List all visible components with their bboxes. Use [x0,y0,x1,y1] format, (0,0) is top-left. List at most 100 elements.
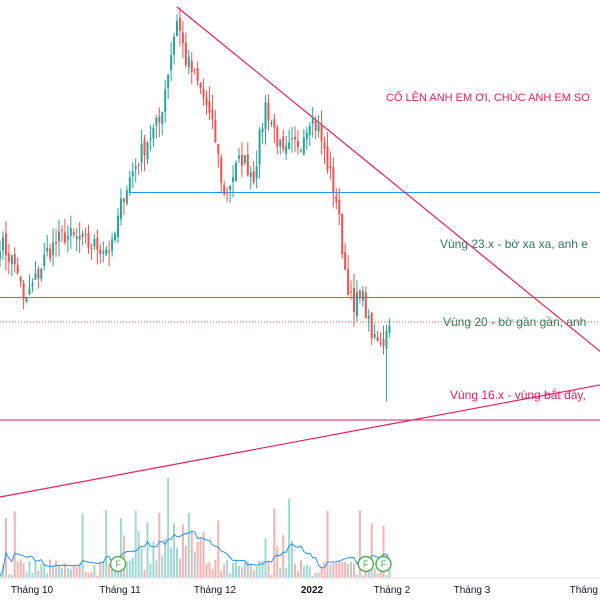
volume-bar [102,560,105,578]
volume-bar [134,510,137,578]
volume-bar [131,558,134,578]
candle-body [72,232,75,235]
event-marker-icon[interactable] [375,555,392,573]
volume-bar [317,572,320,578]
candle-body [140,143,143,163]
volume-bar [335,562,338,578]
candle-body [170,55,173,71]
volume-bar [75,566,78,578]
volume-bar [66,568,69,578]
volume-bar [353,564,355,578]
volume-bar [329,564,332,578]
candle-body [341,213,344,255]
candle-body [350,291,353,293]
candle-body [202,88,205,98]
volume-bar [267,562,270,578]
candle-body [60,229,63,231]
volume-bar [302,566,305,578]
volume-pane [0,478,391,578]
candle-body [193,69,196,71]
volume-bar [217,520,220,578]
volume-bar [158,512,161,578]
volume-bar [16,561,19,578]
candle-body [102,251,105,254]
candle-body [364,292,367,319]
candle-body [382,339,385,346]
event-marker-icon[interactable] [357,555,374,573]
volume-bar [10,574,13,578]
volume-bar [140,548,143,578]
event-marker-icon[interactable] [109,555,127,573]
candle-body [223,184,226,195]
candle-body [338,199,341,215]
candle-body [226,191,229,193]
volume-bar [358,510,361,578]
volume-bar [208,561,211,578]
volume-bar [96,575,99,578]
candle-body [31,283,34,287]
candle-body [108,250,111,253]
candle-body [114,233,117,241]
candles [0,7,391,402]
candle-body [285,145,288,154]
x-tick-label: 2022 [301,585,324,596]
volume-bar [249,564,252,578]
candle-body [240,155,243,166]
volume-bar [347,564,350,578]
candle-body [267,102,270,121]
candle-body [87,232,90,248]
candle-body [13,254,16,265]
candle-body [52,242,55,256]
candle-body [173,36,176,55]
volume-bar [311,575,314,578]
candle-body [187,56,190,68]
volume-bar [350,561,353,578]
candle-body [81,233,84,237]
volume-bar [25,572,28,578]
candle-body [22,283,25,300]
volume-bar [355,574,358,578]
volume-bar [379,568,382,578]
downtrend-trendline[interactable] [176,6,600,382]
volume-bar [143,569,146,578]
volume-bar [22,563,25,578]
volume-bar [279,567,282,578]
volume-bar [90,571,93,578]
candle-body [49,248,52,259]
candle-body [78,235,81,240]
candle-body [367,315,370,319]
volume-bar [78,563,81,578]
candle-body [385,331,388,349]
candle-body [117,215,119,238]
uptrend-trendline[interactable] [0,378,600,498]
volume-bar [288,498,291,578]
volume-bar [320,565,323,578]
candle-body [137,164,140,166]
volume-bar [243,561,246,578]
volume-bar [232,562,235,578]
volume-bar [252,569,255,578]
volume-bar [34,561,37,578]
volume-bar [388,568,391,578]
x-tick-label: Tháng 5 [570,585,600,596]
volume-bar [55,560,58,578]
candle-body [43,254,46,267]
candle-body [75,236,78,239]
volume-bar [264,538,267,578]
volume-bar [164,538,167,578]
volume-bar [122,535,125,578]
volume-bar [338,560,341,578]
volume-bar [117,568,119,578]
volume-bar [276,545,279,578]
volume-bar [190,531,193,578]
candle-body [255,166,258,179]
candle-body [246,154,249,176]
event-marker-label: F [363,559,369,569]
candle-body [84,234,87,236]
candle-body [329,165,332,169]
volume-bar [4,518,7,578]
candle-body [34,273,37,280]
candle-body [211,109,214,120]
